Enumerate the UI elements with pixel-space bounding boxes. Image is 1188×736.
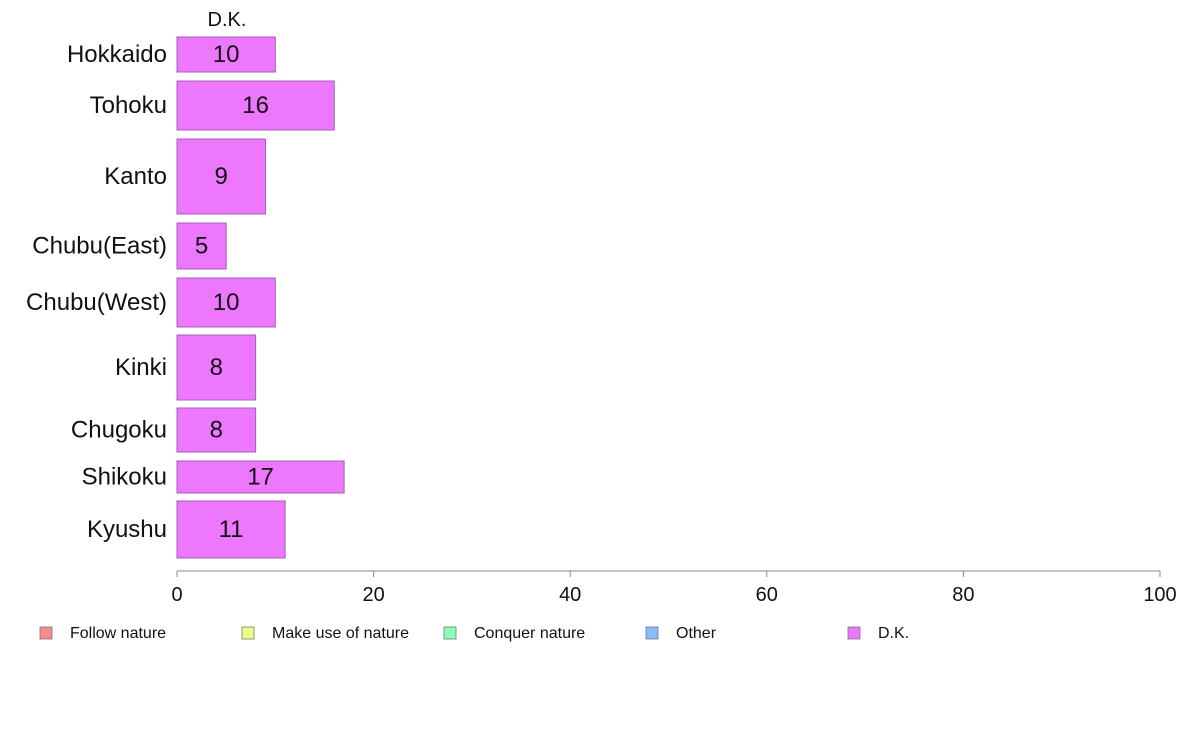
legend-swatch: [847, 626, 861, 640]
x-tick-label: 60: [756, 584, 778, 606]
category-label: Shikoku: [82, 463, 167, 490]
bar-value-label: 5: [195, 232, 208, 259]
bar-value-label: 10: [213, 41, 240, 68]
bar-value-label: 8: [210, 416, 223, 443]
legend: Follow nature Make use of nature Conquer n…: [39, 625, 909, 642]
category-label: Tohoku: [90, 92, 167, 119]
legend-label: Conquer nature: [474, 625, 585, 642]
bar: [176, 334, 257, 401]
legend-swatch: [443, 626, 457, 640]
bar-value-label: 17: [247, 463, 274, 490]
series-title: D.K.: [208, 9, 247, 31]
category-label: Chubu(East): [32, 232, 167, 259]
category-label: Chubu(West): [26, 289, 167, 316]
legend-swatch: [241, 626, 255, 640]
bar: [176, 80, 335, 131]
legend-label: Follow nature: [70, 625, 166, 642]
bar: [176, 500, 286, 559]
category-label: Kinki: [115, 354, 167, 381]
bar: [176, 36, 276, 73]
legend-swatch: [39, 626, 53, 640]
x-tick-label: 100: [1143, 584, 1176, 606]
bar-value-label: 16: [242, 92, 269, 119]
x-tick-label: 20: [362, 584, 384, 606]
bar: [176, 407, 257, 453]
bar-value-label: 11: [219, 516, 244, 543]
x-tick-label: 0: [171, 584, 182, 606]
x-tick-label: 80: [952, 584, 974, 606]
bar-value-label: 9: [215, 163, 228, 190]
x-axis: 0 20 40 60 80 100: [171, 570, 1177, 606]
legend-label: D.K.: [878, 625, 909, 642]
legend-label: Make use of nature: [272, 625, 409, 642]
bar-value-label: 8: [210, 354, 223, 381]
bars-layer: Hokkaido 10 Tohoku 16 Kanto 9 Chubu(East) 5 Chub…: [26, 36, 345, 559]
legend-label: Other: [676, 625, 717, 642]
x-tick-label: 40: [559, 584, 581, 606]
legend-swatch: [645, 626, 659, 640]
bar: [176, 138, 266, 215]
category-label: Kyushu: [87, 516, 167, 543]
bar: [176, 222, 227, 270]
category-label: Chugoku: [71, 416, 167, 443]
category-label: Kanto: [104, 163, 167, 190]
category-label: Hokkaido: [67, 41, 167, 68]
bar: [176, 277, 276, 328]
bar-value-label: 10: [213, 289, 240, 316]
bar: [176, 460, 345, 494]
